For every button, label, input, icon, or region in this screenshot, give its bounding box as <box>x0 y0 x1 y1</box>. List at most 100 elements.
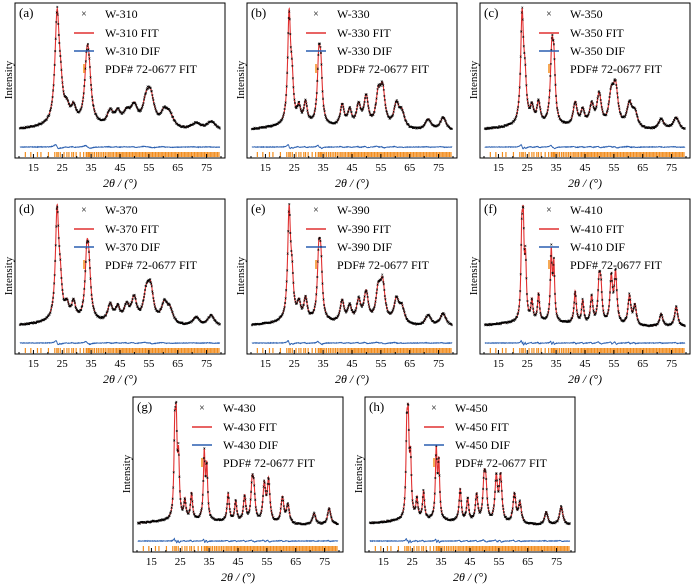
difference-curve <box>19 340 221 346</box>
x-tick-label: 35 <box>551 162 563 174</box>
curves-layer <box>483 6 686 157</box>
x-axis: 15 25 35 45 55 65 75 <box>368 548 572 568</box>
x-tick-label: 55 <box>143 162 155 174</box>
x-tick-label: 55 <box>375 162 387 174</box>
difference-curve <box>137 537 339 544</box>
legend-ref: PDF# 72-0677 FIT <box>105 62 198 76</box>
curves-layer <box>18 5 221 157</box>
legend-dif: W-450 DIF <box>455 438 510 452</box>
panel-b: 15 25 35 45 55 65 75 (b) Intensity 2θ / (°) × … <box>235 2 458 190</box>
x-tick-label: 25 <box>522 162 534 174</box>
legend: × W-430 W-430 FIT W-430 DIF PDF# 72-0677… <box>192 401 316 470</box>
panel-label: (e) <box>251 201 265 216</box>
x-tick-label: 65 <box>290 556 302 568</box>
x-tick-label: 65 <box>637 162 649 174</box>
x-tick-label: 55 <box>375 358 387 370</box>
panel-c: 15 25 35 45 55 65 75 (c) Intensity 2θ / (°) × … <box>468 2 691 190</box>
legend-marker-observed: × <box>546 9 552 20</box>
panel-e: 15 25 35 45 55 65 75 (e) Intensity 2θ / (°) × … <box>235 198 458 386</box>
x-tick-label: 65 <box>522 556 534 568</box>
legend-dif: W-310 DIF <box>105 44 160 58</box>
panel-label: (b) <box>251 5 266 20</box>
difference-curve <box>484 143 686 150</box>
panel-h: 15 25 35 45 55 65 75 (h) Intensity 2θ / (°) × … <box>353 396 576 584</box>
legend-fit: W-370 FIT <box>105 222 159 236</box>
x-tick-label: 65 <box>172 162 184 174</box>
x-axis-label: 2θ / (°) <box>221 570 255 584</box>
y-axis-label: Intensity <box>468 60 480 99</box>
x-tick-label: 35 <box>551 358 563 370</box>
panel-label: (c) <box>484 5 498 20</box>
legend-observed: W-370 <box>105 203 138 217</box>
x-tick-label: 15 <box>378 556 390 568</box>
panel-a: 15 25 35 45 55 65 75 (a) Intensity 2θ / (°) × … <box>3 2 226 190</box>
legend: × W-330 W-330 FIT W-330 DIF PDF# 72-0677… <box>306 7 430 76</box>
observed-points <box>483 6 686 131</box>
x-tick-label: 45 <box>115 162 127 174</box>
x-axis-label: 2θ / (°) <box>335 176 369 190</box>
x-axis-label: 2θ / (°) <box>568 372 602 386</box>
legend: × W-390 W-390 FIT W-390 DIF PDF# 72-0677… <box>306 203 430 272</box>
legend-fit: W-390 FIT <box>337 222 391 236</box>
x-tick-label: 75 <box>201 358 213 370</box>
x-tick-label: 15 <box>493 162 505 174</box>
legend-dif: W-430 DIF <box>223 438 278 452</box>
panel-label: (g) <box>137 399 152 414</box>
x-tick-label: 55 <box>493 556 505 568</box>
panel-d: 15 25 35 45 55 65 75 (d) Intensity 2θ / (°) × … <box>3 198 226 386</box>
x-axis-label: 2θ / (°) <box>103 176 137 190</box>
x-tick-label: 45 <box>347 358 359 370</box>
observed-points <box>250 203 453 327</box>
x-tick-label: 15 <box>146 556 158 568</box>
x-axis-label: 2θ / (°) <box>453 570 487 584</box>
legend-fit: W-450 FIT <box>455 420 509 434</box>
curves-layer <box>136 400 339 551</box>
legend-marker-observed: × <box>546 205 552 216</box>
legend-observed: W-330 <box>337 7 370 21</box>
legend-observed: W-390 <box>337 203 370 217</box>
legend-observed: W-310 <box>105 7 138 21</box>
curves-layer <box>250 7 453 157</box>
x-tick-label: 45 <box>347 162 359 174</box>
x-tick-label: 45 <box>115 358 127 370</box>
legend-marker-observed: × <box>313 9 319 20</box>
x-tick-label: 45 <box>465 556 477 568</box>
legend-marker-observed: × <box>199 403 205 414</box>
legend-fit: W-330 FIT <box>337 26 391 40</box>
x-axis: 15 25 35 45 55 65 75 <box>483 350 687 370</box>
y-axis-label: Intensity <box>353 454 365 493</box>
x-tick-label: 25 <box>57 358 69 370</box>
x-tick-label: 75 <box>551 556 563 568</box>
legend: × W-410 W-410 FIT W-410 DIF PDF# 72-0677… <box>539 203 663 272</box>
legend-ref: PDF# 72-0677 FIT <box>570 62 663 76</box>
legend-ref: PDF# 72-0677 FIT <box>337 258 430 272</box>
y-axis-label: Intensity <box>468 256 480 295</box>
panel-label: (f) <box>484 201 497 216</box>
difference-curve <box>484 339 686 346</box>
y-axis-label: Intensity <box>3 256 15 295</box>
legend-ref: PDF# 72-0677 FIT <box>570 258 663 272</box>
x-tick-label: 65 <box>404 162 416 174</box>
legend: × W-450 W-450 FIT W-450 DIF PDF# 72-0677… <box>424 401 548 470</box>
curves-layer <box>18 203 221 353</box>
x-tick-label: 25 <box>522 358 534 370</box>
legend-observed: W-430 <box>223 401 256 415</box>
curves-layer <box>250 203 453 353</box>
panel-label: (h) <box>369 399 384 414</box>
x-axis: 15 25 35 45 55 65 75 <box>18 154 222 174</box>
legend-fit: W-310 FIT <box>105 26 159 40</box>
x-tick-label: 55 <box>608 162 620 174</box>
difference-curve <box>19 144 221 150</box>
x-axis-label: 2θ / (°) <box>568 176 602 190</box>
legend: × W-370 W-370 FIT W-370 DIF PDF# 72-0677… <box>74 203 198 272</box>
x-tick-label: 35 <box>86 358 98 370</box>
x-tick-label: 15 <box>260 162 272 174</box>
y-axis-label: Intensity <box>235 60 247 99</box>
x-tick-label: 55 <box>261 556 273 568</box>
observed-points <box>18 5 221 130</box>
x-axis: 15 25 35 45 55 65 75 <box>250 350 454 370</box>
observed-points <box>136 400 339 526</box>
legend-dif: W-350 DIF <box>570 44 625 58</box>
x-tick-label: 35 <box>86 162 98 174</box>
